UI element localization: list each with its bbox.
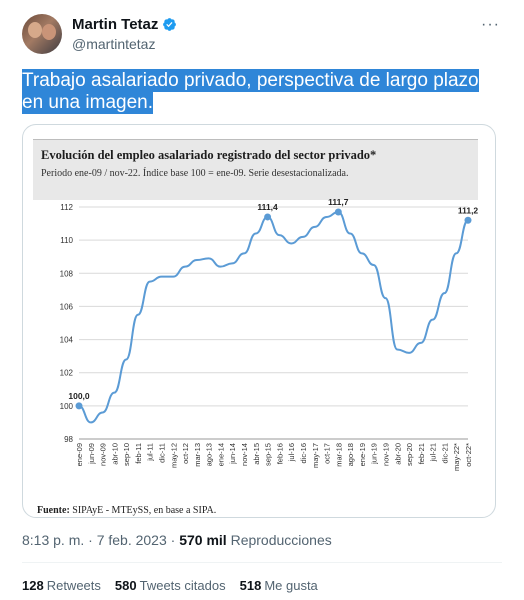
divider (22, 562, 502, 563)
tweet-meta: 8:13 p. m. · 7 feb. 2023 · 570 mil Repro… (22, 532, 332, 548)
quotes-stat[interactable]: 580 Tweets citados (115, 578, 226, 593)
tweet-text-content: Trabajo asalariado privado, perspectiva … (22, 69, 479, 114)
annotation-marker (264, 213, 272, 221)
x-tick-label: mar-13 (193, 443, 202, 467)
annotation-label: 100,0 (68, 391, 90, 401)
x-tick-label: jun-09 (87, 443, 96, 465)
x-tick-label: jul-21 (429, 443, 438, 462)
tweet-timestamp[interactable]: 8:13 p. m. · 7 feb. 2023 · (22, 532, 180, 548)
x-tick-label: abr-20 (393, 443, 402, 465)
y-tick-label: 102 (60, 369, 74, 378)
x-tick-label: may-22* (452, 443, 461, 471)
x-tick-label: dic-16 (299, 443, 308, 463)
x-tick-label: oct-12 (181, 443, 190, 464)
annotation-label: 111,2 (458, 205, 478, 215)
avatar[interactable] (22, 14, 62, 54)
retweets-stat[interactable]: 128 Retweets (22, 578, 101, 593)
y-tick-label: 110 (60, 236, 73, 245)
y-tick-label: 100 (60, 402, 74, 411)
verified-badge-icon (163, 18, 177, 31)
x-tick-label: nov-14 (240, 443, 249, 466)
annotation-label: 111,4 (257, 202, 278, 212)
x-tick-label: ago-13 (205, 443, 214, 466)
likes-count: 518 (239, 578, 262, 593)
x-tick-label: abr-15 (252, 443, 261, 465)
source-label: Fuente: (37, 505, 70, 516)
tweet-stats: 128 Retweets 580 Tweets citados 518 Me gust… (22, 578, 318, 593)
author-handle[interactable]: @martintetaz (72, 36, 156, 52)
author-name[interactable]: Martin Tetaz (72, 16, 159, 33)
x-tick-label: ene-14 (216, 443, 225, 466)
x-tick-label: may-17 (311, 443, 320, 468)
y-tick-label: 106 (60, 302, 74, 311)
quotes-count: 580 (114, 578, 137, 593)
annotation-marker (464, 216, 472, 224)
x-tick-label: jun-14 (228, 443, 237, 465)
x-tick-label: jun-19 (370, 443, 379, 465)
annotation-label: 111,7 (328, 199, 349, 207)
x-tick-label: dic-21 (440, 443, 449, 463)
y-tick-label: 112 (60, 203, 73, 212)
annotation-marker (75, 402, 83, 410)
chart-source: Fuente: SIPAyE - MTEySS, en base a SIPA. (37, 505, 216, 516)
x-tick-label: abr-10 (110, 443, 119, 465)
retweets-count: 128 (22, 578, 44, 593)
x-tick-label: oct-17 (323, 443, 332, 464)
employment-series-line (78, 210, 469, 424)
x-tick-label: dic-11 (158, 443, 167, 463)
views-label: Reproducciones (226, 532, 332, 548)
tweet-media[interactable]: Evolución del empleo asalariado registra… (22, 124, 496, 518)
tweet-header: Martin Tetaz @martintetaz ··· (22, 14, 502, 58)
x-tick-label: ene-09 (75, 443, 84, 466)
x-tick-label: may-12 (169, 443, 178, 468)
employment-line-chart: 98 100 102 104 106 108 110 112 ene-09 jun-09 nov-0… (60, 199, 478, 471)
x-tick-label: nov-09 (99, 443, 108, 466)
author-name-line[interactable]: Martin Tetaz (72, 16, 177, 33)
views-count: 570 mil (179, 532, 227, 548)
chart-title: Evolución del empleo asalariado registra… (41, 148, 377, 162)
x-tick-label: jul-11 (146, 443, 155, 462)
quotes-label: Tweets citados (139, 578, 226, 593)
x-tick-label: sep-20 (405, 443, 414, 466)
x-tick-label: feb-11 (134, 443, 143, 464)
x-tick-label: ene-19 (358, 443, 367, 466)
likes-label: Me gusta (264, 578, 318, 593)
x-tick-label: nov-19 (381, 443, 390, 466)
annotation-marker (334, 208, 342, 216)
y-tick-label: 104 (60, 336, 74, 345)
y-tick-label: 98 (64, 435, 73, 444)
more-options-icon[interactable]: ··· (481, 16, 500, 33)
x-tick-label: sep-15 (264, 443, 273, 466)
x-tick-label: mar-18 (334, 443, 343, 467)
x-tick-label: jul-16 (287, 443, 296, 462)
y-tick-label: 108 (60, 269, 74, 278)
tweet-text: Trabajo asalariado privado, perspectiva … (22, 69, 502, 114)
x-tick-label: sep-10 (122, 443, 131, 466)
chart-header: Evolución del empleo asalariado registra… (33, 139, 478, 200)
retweets-label: Retweets (46, 578, 101, 593)
chart-subtitle: Periodo ene-09 / nov-22. Índice base 100… (41, 168, 349, 179)
x-tick-label: feb-16 (275, 443, 284, 464)
x-tick-label: oct-22* (464, 443, 473, 467)
x-tick-label: ago-18 (346, 443, 355, 466)
source-text: SIPAyE - MTEySS, en base a SIPA. (69, 505, 217, 516)
likes-stat[interactable]: 518 Me gusta (240, 578, 318, 593)
x-tick-label: feb-21 (417, 443, 426, 464)
